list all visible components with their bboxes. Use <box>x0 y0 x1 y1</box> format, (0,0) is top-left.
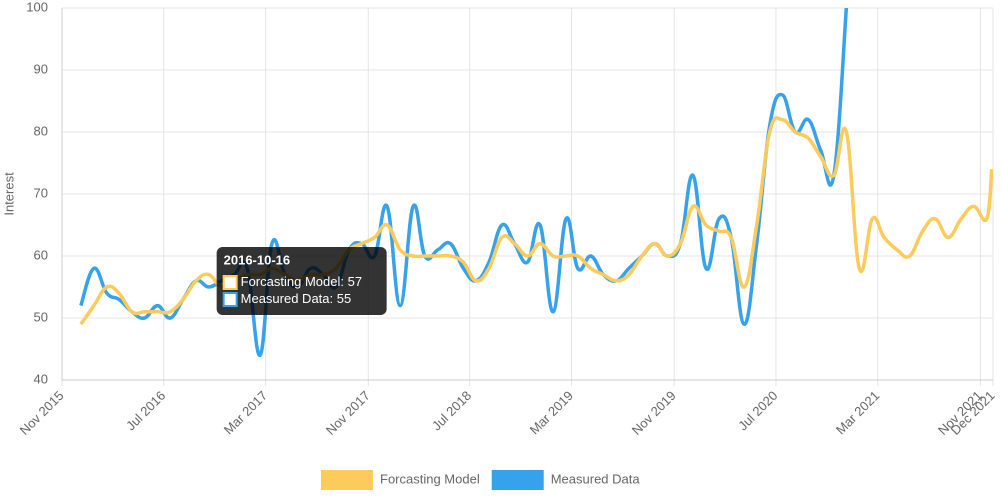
series-line <box>79 8 849 357</box>
x-tick-label: Nov 2017 <box>323 388 373 438</box>
tooltip-series-name: Measured Data <box>241 291 331 306</box>
y-tick-label: 50 <box>34 309 48 324</box>
y-tick-label: 60 <box>34 247 48 262</box>
legend-label: Measured Data <box>551 471 641 486</box>
tooltip-line: Forcasting Model: 57 <box>241 274 362 289</box>
legend-swatch <box>321 470 373 490</box>
legend-label: Forcasting Model <box>380 471 480 486</box>
tooltip-value: 57 <box>348 274 362 289</box>
tooltip-line: Measured Data: 55 <box>241 291 352 306</box>
x-tick-label: Mar 2019 <box>527 388 576 437</box>
x-tick-label: Nov 2015 <box>17 388 67 438</box>
tooltip-swatch <box>222 275 238 290</box>
tooltip-swatch <box>222 292 238 307</box>
tooltip-box <box>216 247 387 315</box>
legend-swatch <box>491 470 544 490</box>
y-tick-label: 100 <box>26 0 48 14</box>
x-tick-label: Nov 2019 <box>629 388 679 438</box>
x-tick-label: Jul 2018 <box>429 388 474 433</box>
y-axis-label: Interest <box>1 172 16 216</box>
y-tick-label: 40 <box>34 371 48 386</box>
tooltip: 2016-10-16 Forcasting Model: 57 Measured D… <box>216 247 387 315</box>
x-tick-label: Mar 2021 <box>833 388 882 437</box>
tooltip-series-name: Forcasting Model <box>241 274 341 289</box>
x-tick-label: Jul 2016 <box>123 388 168 433</box>
y-tick-label: 80 <box>34 123 48 138</box>
y-tick-label: 90 <box>34 61 48 76</box>
x-tick-label: Mar 2017 <box>221 388 270 437</box>
x-tick-label: Jul 2020 <box>735 388 780 433</box>
y-tick-label: 70 <box>34 185 48 200</box>
tooltip-title: 2016-10-16 <box>224 252 290 267</box>
tooltip-value: 55 <box>337 291 351 306</box>
